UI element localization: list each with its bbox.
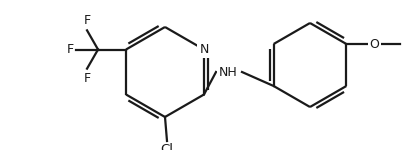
Text: F: F (83, 72, 90, 85)
Text: F: F (83, 14, 90, 27)
Text: NH: NH (218, 66, 237, 78)
Text: F: F (67, 43, 74, 56)
Text: N: N (199, 43, 208, 56)
Text: O: O (369, 38, 378, 51)
Text: Cl: Cl (160, 143, 173, 150)
